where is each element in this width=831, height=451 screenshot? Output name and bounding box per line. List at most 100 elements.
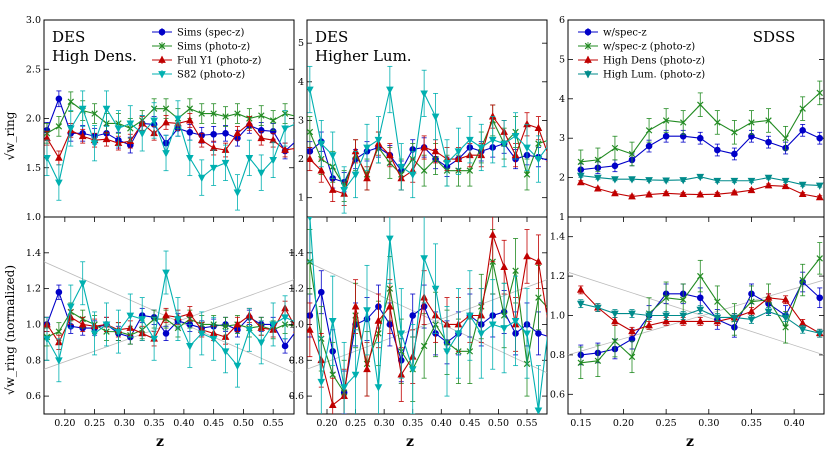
data-point (90, 330, 99, 338)
data-point (293, 149, 294, 151)
data-point (764, 174, 773, 182)
data-point (816, 89, 823, 97)
x-tick-label: 0.55 (516, 418, 537, 429)
data-point (197, 135, 206, 144)
data-point (409, 312, 417, 319)
data-point (747, 177, 756, 186)
data-point (696, 317, 705, 325)
data-point (126, 312, 135, 320)
data-point (307, 86, 314, 94)
data-point (386, 86, 394, 94)
y-tick-label: 2 (298, 154, 304, 165)
legend-label: w/spec-z (603, 28, 647, 39)
panel-title: SDSS (753, 28, 796, 46)
y-tick-label: 1.2 (26, 284, 41, 295)
x-tick-label: 0.45 (203, 418, 224, 429)
data-point (748, 119, 755, 126)
data-point (696, 190, 705, 198)
data-point (546, 140, 547, 143)
data-point (662, 312, 670, 320)
x-tick-label: 0.35 (741, 418, 762, 429)
series-line (46, 290, 294, 347)
data-point (78, 131, 87, 140)
data-point (197, 174, 206, 182)
data-point (534, 257, 543, 265)
data-point (162, 330, 170, 337)
y-tick-label: 0.6 (289, 391, 304, 402)
data-point (114, 125, 123, 133)
data-point (679, 177, 688, 185)
data-point (363, 144, 371, 152)
data-point (162, 105, 170, 112)
data-point (798, 326, 807, 334)
data-point (55, 153, 63, 161)
data-point (55, 357, 63, 365)
legend-label: S82 (photo-z) (177, 70, 245, 81)
data-point (420, 167, 428, 174)
legend-label: Sims (spec-z) (177, 28, 244, 39)
data-point (645, 190, 653, 198)
data-point (534, 156, 543, 164)
data-point (546, 334, 547, 337)
guide-line (568, 279, 824, 356)
y-axis-label-bottom: √w_ring (normalized) (3, 265, 17, 395)
data-point (102, 105, 111, 114)
data-point (611, 337, 619, 345)
data-point (443, 348, 451, 356)
y-tick-label: 4 (559, 94, 565, 105)
series-line (46, 307, 294, 344)
data-point (534, 123, 543, 132)
plot-area (44, 90, 294, 211)
legend: Sims (spec-z) Sims (photo-z) Full Y1 (phot… (152, 28, 262, 81)
data-point (747, 316, 756, 324)
guide-line (44, 279, 294, 370)
y-tick-label: 3.0 (26, 15, 41, 26)
panel-sdss-top: 1 2 3 4 5 6 SDSS w/spec-z w/spec-z (photo-z) High… (559, 15, 825, 223)
data-point (269, 321, 277, 329)
data-point (611, 162, 619, 170)
data-point (577, 158, 585, 166)
data-point (679, 119, 687, 126)
y-tick-label: 0.6 (26, 391, 41, 402)
data-point (431, 146, 440, 155)
x-tick-label: 0.30 (114, 418, 135, 429)
data-point (714, 146, 721, 154)
data-point (55, 288, 63, 296)
legend-marker (584, 28, 592, 36)
data-point (466, 312, 474, 320)
data-point (150, 335, 158, 344)
data-point (713, 177, 722, 186)
data-point (431, 113, 440, 121)
data-point (126, 120, 135, 128)
x-axis-label-right: z (686, 434, 694, 450)
panel-des-lum-bot: 0.6 0.8 1.0 1.2 1.4 0.20 0.25 0.30 0.35 0.40 0.45 0… (289, 216, 548, 429)
data-point (162, 269, 170, 277)
data-point (233, 320, 242, 328)
panel-frame (43, 216, 295, 415)
data-point (765, 138, 772, 146)
x-tick-label: 0.25 (656, 418, 677, 429)
series-line (46, 107, 294, 194)
data-point (174, 316, 182, 324)
data-point (408, 171, 417, 179)
data-point (186, 309, 194, 317)
y-axis-label-top: √w_ring (3, 111, 17, 160)
data-point (523, 330, 531, 338)
data-point (782, 134, 789, 142)
x-tick-label: 0.35 (402, 418, 423, 429)
data-point (209, 143, 218, 151)
data-point (55, 123, 63, 130)
data-point (628, 353, 636, 361)
series-sdss_lum (576, 299, 824, 338)
y-tick-label: 0.8 (550, 350, 565, 361)
data-point (257, 133, 266, 142)
data-point (66, 303, 75, 311)
data-point (114, 328, 123, 336)
y-tick-label: 0.8 (26, 355, 41, 366)
series-sdss_photo (577, 80, 823, 175)
data-point (329, 371, 336, 378)
data-point (577, 359, 585, 367)
data-point (696, 134, 704, 142)
legend-label: w/spec-z (photo-z) (603, 42, 695, 53)
data-point (815, 192, 824, 201)
